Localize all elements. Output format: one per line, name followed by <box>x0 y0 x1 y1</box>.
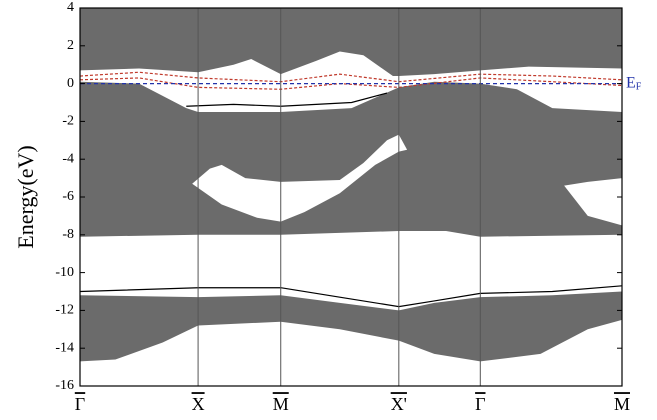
surface-band <box>186 92 388 107</box>
bulk-region <box>80 291 622 362</box>
x-tick-label: Γ <box>475 394 485 414</box>
y-axis-label: Energy(eV) <box>13 145 38 248</box>
y-tick-label: -2 <box>62 114 74 129</box>
x-tick-label: M <box>273 394 289 414</box>
fermi-label: EF <box>626 74 642 93</box>
y-tick-label: 4 <box>67 0 74 15</box>
x-tick-label: X <box>192 394 205 414</box>
fermi-label-sub: F <box>636 82 642 93</box>
y-tick-label: -12 <box>55 303 74 318</box>
plot-frame <box>79 7 623 387</box>
y-tick-label: 0 <box>67 76 74 91</box>
fermi-label-main: E <box>626 74 636 91</box>
surface-band <box>79 77 623 90</box>
y-tick-label: -16 <box>55 378 74 393</box>
y-tick-label: -6 <box>62 189 74 204</box>
surface-band <box>79 71 623 83</box>
bulk-region <box>80 81 622 237</box>
y-tick-label: 2 <box>67 38 74 53</box>
x-tick-label: M <box>614 394 630 414</box>
x-tick-label: X' <box>391 394 407 414</box>
y-tick-label: -10 <box>55 265 74 280</box>
y-tick-label: -4 <box>62 151 74 166</box>
x-tick-label: Γ <box>75 394 85 414</box>
y-tick-label: -14 <box>55 340 74 355</box>
y-tick-label: -8 <box>62 227 74 242</box>
bulk-region <box>80 8 622 77</box>
